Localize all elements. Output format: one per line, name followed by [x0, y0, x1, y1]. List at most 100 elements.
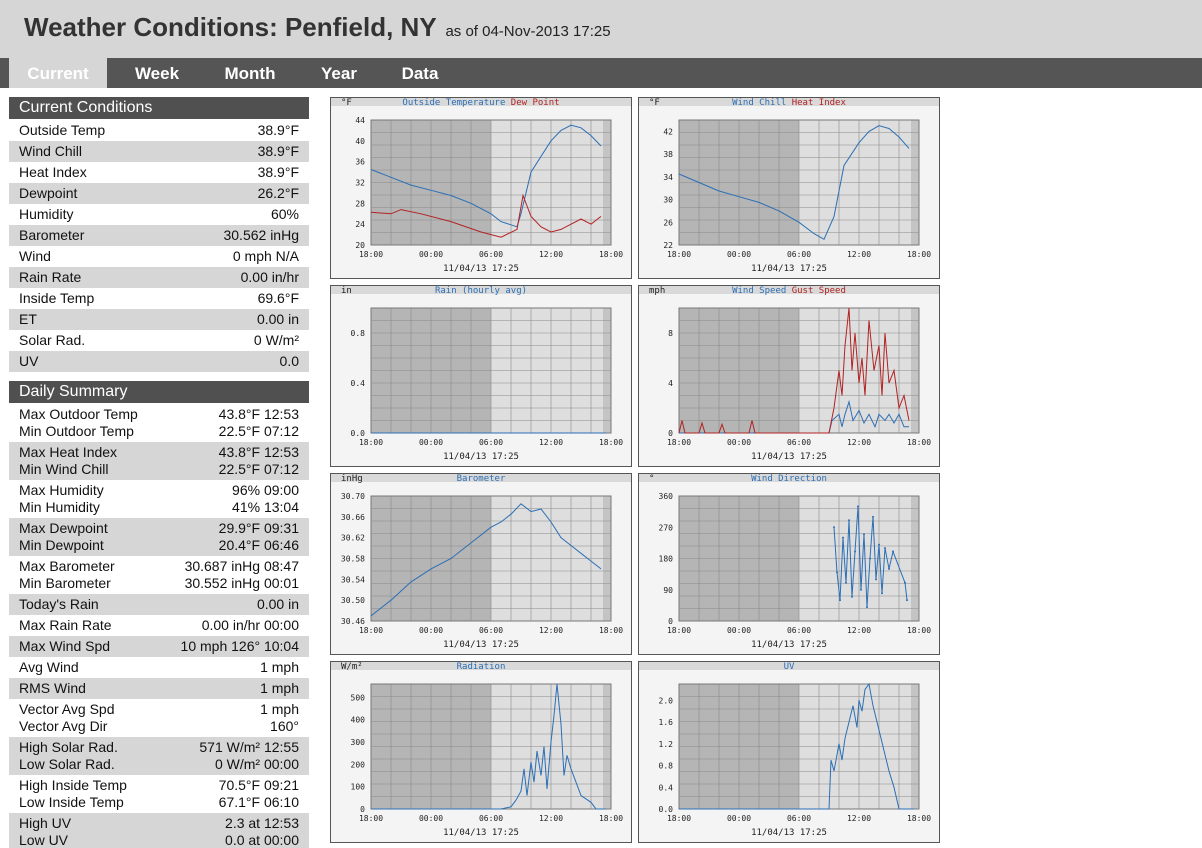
x-tick-label: 12:00 — [847, 626, 871, 635]
tab-year[interactable]: Year — [321, 64, 357, 83]
chart-timestamp: 11/04/13 17:25 — [751, 640, 827, 650]
x-tick-label: 18:00 — [907, 250, 931, 259]
y-tick-label: 24 — [355, 220, 365, 229]
summary-label: Avg Wind — [19, 659, 79, 675]
data-point — [884, 547, 886, 550]
row-label: Dewpoint — [19, 185, 78, 201]
y-tick-label: 0.0 — [659, 805, 674, 814]
summary-value: 30.687 inHg 08:47 — [184, 558, 299, 574]
row-label: Barometer — [19, 227, 85, 243]
summary-label: High Solar Rad. — [19, 739, 118, 755]
summary-value: 1 mph — [260, 680, 299, 696]
data-point — [854, 550, 856, 553]
row-label: Solar Rad. — [19, 332, 86, 348]
summary-label: Min Outdoor Temp — [19, 423, 134, 439]
tab-week[interactable]: Week — [134, 64, 180, 83]
summary-value: 96% 09:00 — [232, 482, 299, 498]
y-tick-label: 270 — [659, 523, 674, 532]
x-tick-label: 18:00 — [359, 814, 383, 823]
chart-timestamp: 11/04/13 17:25 — [443, 452, 519, 462]
row-label: ET — [19, 311, 37, 327]
y-tick-label: 44 — [355, 116, 365, 125]
tab-month[interactable]: Month — [224, 64, 276, 83]
data-point — [833, 526, 835, 529]
y-tick-label: 360 — [659, 492, 674, 501]
summary-value: 22.5°F 07:12 — [218, 423, 299, 439]
y-tick-label: 0.0 — [351, 429, 366, 438]
summary-label: Max Humidity — [19, 482, 104, 498]
x-tick-label: 18:00 — [667, 626, 691, 635]
page-header: Weather Conditions: Penfield, NY as of 0… — [0, 0, 1202, 58]
y-tick-label: 30.46 — [341, 617, 365, 626]
x-tick-label: 18:00 — [599, 250, 623, 259]
data-point — [904, 581, 906, 584]
chart-rain: in Rain (hourly avg) 0.0 0.4 0.8 18:00 00:00 06… — [330, 285, 632, 467]
x-tick-label: 00:00 — [727, 438, 751, 447]
summary-label: Min Barometer — [19, 575, 111, 591]
chart-svg: mph Wind Speed Gust Speed 0 4 8 18:00 00:00 06:… — [639, 286, 939, 466]
row-value: 26.2°F — [257, 185, 299, 201]
y-tick-label: 0.8 — [659, 762, 674, 771]
x-tick-label: 18:00 — [359, 626, 383, 635]
summary-label: Max Outdoor Temp — [19, 406, 138, 422]
summary-row: Vector Avg Spd 1 mph Vector Avg Dir 160° — [9, 699, 309, 737]
summary-value: 43.8°F 12:53 — [218, 444, 299, 460]
x-tick-label: 12:00 — [539, 438, 563, 447]
chart-wind-direction: ° Wind Direction 0 90 180 270 360 18:00 00:00 06:… — [638, 473, 940, 655]
summary-label: High UV — [19, 815, 72, 831]
row-value: 0.00 in — [256, 311, 299, 327]
y-tick-label: 32 — [355, 179, 365, 188]
y-tick-label: 0 — [668, 429, 673, 438]
y-tick-label: 30.70 — [341, 492, 365, 501]
summary-value: 1 mph — [260, 701, 299, 717]
row-label: Heat Index — [19, 164, 87, 180]
series-line — [679, 682, 914, 810]
row-value: 60% — [270, 206, 299, 222]
title-text: Weather Conditions: Penfield, NY — [24, 12, 437, 42]
y-tick-label: 1.2 — [659, 740, 674, 749]
chart-svg: inHg Barometer 30.46 30.50 30.54 30.58 30.62 30… — [331, 474, 631, 654]
x-tick-label: 12:00 — [539, 814, 563, 823]
summary-value: 160° — [270, 718, 299, 734]
y-tick-label: 0 — [360, 805, 365, 814]
summary-value: 22.5°F 07:12 — [218, 461, 299, 477]
y-tick-label: 38 — [663, 150, 673, 159]
x-tick-label: 00:00 — [727, 626, 751, 635]
x-tick-label: 06:00 — [787, 250, 811, 259]
summary-row: Max Wind Spd 10 mph 126° 10:04 — [9, 636, 309, 657]
y-tick-label: 30 — [663, 196, 673, 205]
data-point — [875, 578, 877, 581]
chart-legend: Radiation — [457, 662, 506, 672]
x-tick-label: 18:00 — [667, 438, 691, 447]
y-tick-label: 28 — [355, 199, 365, 208]
row-value: 0 W/m² — [253, 332, 299, 348]
legend-entry: Wind Chill — [732, 98, 786, 108]
x-tick-label: 06:00 — [787, 438, 811, 447]
summary-value: 41% 13:04 — [232, 499, 299, 515]
row-value: 0 mph N/A — [232, 248, 299, 264]
series-line — [833, 506, 908, 608]
data-point — [851, 595, 853, 598]
y-tick-label: 0.4 — [659, 783, 674, 792]
summary-row: High Solar Rad. 571 W/m² 12:55 Low Solar R… — [9, 737, 309, 775]
y-tick-label: 30.66 — [341, 513, 365, 522]
legend-entry: Rain (hourly avg) — [435, 286, 527, 296]
tab-data[interactable]: Data — [401, 64, 439, 83]
x-tick-label: 06:00 — [479, 438, 503, 447]
current-row: Inside Temp 69.6°F — [9, 288, 309, 309]
current-row: Wind 0 mph N/A — [9, 246, 309, 267]
data-point — [839, 599, 841, 602]
data-point — [842, 536, 844, 539]
y-tick-label: 22 — [663, 241, 673, 250]
tab-current[interactable]: Current — [9, 58, 107, 88]
chart-timestamp: 11/04/13 17:25 — [443, 264, 519, 274]
summary-label: Today's Rain — [19, 596, 99, 612]
row-value: 38.9°F — [257, 122, 299, 138]
summary-value: 43.8°F 12:53 — [218, 406, 299, 422]
x-tick-label: 18:00 — [599, 626, 623, 635]
legend-entry: Outside Temperature — [402, 98, 505, 108]
summary-value: 0 W/m² 00:00 — [214, 756, 299, 772]
legend-entry: Radiation — [457, 662, 506, 672]
x-tick-label: 18:00 — [599, 814, 623, 823]
summary-label: Max Wind Spd — [19, 638, 111, 654]
